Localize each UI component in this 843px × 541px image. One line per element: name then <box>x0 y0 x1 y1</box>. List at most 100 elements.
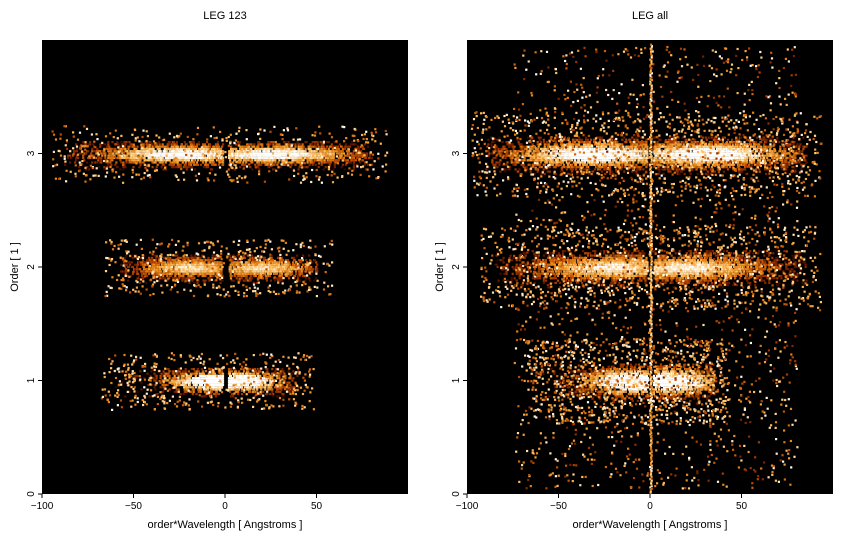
heatmap-cell <box>220 272 223 275</box>
heatmap-cell <box>99 145 102 148</box>
heatmap-cell <box>279 257 282 260</box>
heatmap-cell <box>158 380 161 383</box>
heatmap-cell <box>267 141 270 144</box>
heatmap-cell <box>241 386 244 389</box>
heatmap-cell <box>179 145 182 148</box>
heatmap-cell <box>128 161 131 164</box>
heatmap-cell <box>275 169 278 172</box>
heatmap-cell <box>314 156 317 160</box>
heatmap-cell <box>97 154 100 157</box>
heatmap-cell <box>137 277 140 280</box>
heatmap-cell <box>222 357 225 360</box>
heatmap-cell <box>172 354 175 357</box>
heatmap-cell <box>193 159 196 162</box>
heatmap-cell <box>366 163 370 166</box>
heatmap-cell <box>329 161 332 164</box>
heatmap-cell <box>296 268 299 271</box>
heatmap-cell <box>217 255 220 258</box>
heatmap-cell <box>220 270 223 273</box>
heatmap-cell <box>276 279 280 282</box>
heatmap-cell <box>190 154 193 157</box>
heatmap-cell <box>80 145 83 148</box>
heatmap-cell <box>110 163 113 166</box>
heatmap-cell <box>172 370 175 373</box>
heatmap-cell <box>242 368 245 371</box>
heatmap-cell <box>231 263 234 266</box>
heatmap-cell <box>327 159 330 162</box>
heatmap-cell <box>104 135 108 138</box>
heatmap-cell <box>294 150 297 153</box>
heatmap-cell <box>170 145 173 148</box>
heatmap-cell <box>275 390 278 393</box>
x-tick-label: −50 <box>125 501 142 512</box>
heatmap-cell <box>379 142 382 145</box>
heatmap-cell <box>317 178 321 181</box>
heatmap-cell <box>121 145 124 148</box>
heatmap-cell <box>249 390 252 393</box>
heatmap-cell <box>313 150 316 153</box>
heatmap-cell <box>117 274 120 277</box>
heatmap-cell <box>156 261 160 265</box>
heatmap-cell <box>297 370 300 373</box>
heatmap-cell <box>161 259 164 262</box>
heatmap-cell <box>188 398 191 401</box>
heatmap-cell <box>315 265 318 269</box>
heatmap-cell <box>203 241 206 244</box>
heatmap-cell <box>316 147 319 151</box>
heatmap-cell <box>205 390 208 393</box>
heatmap-cell <box>220 261 223 264</box>
heatmap-cell <box>264 386 267 389</box>
heatmap-cell <box>84 180 87 183</box>
heatmap-cell <box>142 259 145 262</box>
heatmap-cell <box>165 269 168 272</box>
heatmap-cell <box>210 396 213 399</box>
heatmap-cell <box>96 161 99 164</box>
heatmap-cell <box>123 363 126 366</box>
heatmap-cell <box>175 141 178 144</box>
heatmap-cell <box>248 388 252 391</box>
heatmap-cell <box>82 156 85 160</box>
heatmap-cell <box>227 377 231 380</box>
heatmap-cell <box>324 166 327 169</box>
heatmap-cell <box>173 374 176 377</box>
heatmap-cell <box>323 154 326 157</box>
heatmap-cell <box>206 272 209 275</box>
heatmap-cell <box>99 143 102 146</box>
heatmap-cell <box>206 401 209 404</box>
heatmap-cell <box>348 145 351 148</box>
heatmap-cell <box>138 156 141 160</box>
heatmap-cell <box>260 152 263 155</box>
heatmap-cell <box>284 260 287 263</box>
heatmap-cell <box>259 374 262 377</box>
heatmap-cell <box>168 243 171 246</box>
heatmap-cell <box>115 161 118 164</box>
heatmap-cell <box>204 395 207 398</box>
heatmap-cell <box>143 272 146 275</box>
heatmap-cell <box>176 157 179 160</box>
x-tick-label: 50 <box>311 501 323 512</box>
heatmap-cell <box>271 259 274 262</box>
heatmap-cell <box>171 286 174 289</box>
heatmap-cell <box>103 388 107 391</box>
heatmap-cell <box>202 363 205 366</box>
heatmap-cell <box>167 264 170 267</box>
heatmap-cell <box>297 352 300 355</box>
heatmap-cell <box>166 389 169 392</box>
heatmap-cell <box>248 248 251 251</box>
heatmap-cell <box>117 247 120 250</box>
heatmap-cell <box>177 178 180 181</box>
heatmap-cell <box>355 163 358 166</box>
heatmap-cell <box>256 390 259 393</box>
heatmap-cell <box>175 379 178 382</box>
heatmap-cell <box>140 141 143 144</box>
heatmap-cell <box>182 145 185 148</box>
heatmap-cell <box>162 277 165 280</box>
heatmap-cell <box>171 395 174 398</box>
heatmap-cell <box>191 393 194 396</box>
heatmap-cell <box>164 261 167 264</box>
heatmap-cell <box>313 285 316 288</box>
heatmap-cell <box>131 363 134 366</box>
heatmap-cell <box>124 166 127 169</box>
heatmap-cell <box>137 155 140 158</box>
heatmap-cell <box>219 374 223 377</box>
